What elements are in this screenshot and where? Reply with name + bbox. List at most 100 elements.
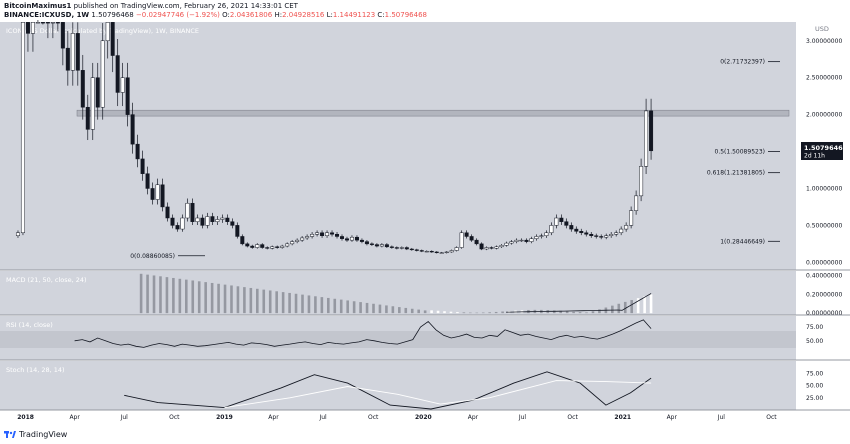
rsi-line-group: 75.00 50.00: [74, 319, 823, 348]
macd-bar: [346, 300, 349, 314]
candle-up: [90, 77, 95, 130]
candle-down: [584, 232, 589, 235]
candle-up: [290, 241, 295, 245]
candle-down: [330, 232, 335, 235]
chart-canvas[interactable]: ICON / US Dollar (calculated by TradingV…: [0, 20, 850, 428]
macd-bar: [591, 311, 595, 314]
candle-down: [150, 188, 155, 200]
candle-up: [529, 238, 534, 242]
candle-up: [120, 77, 125, 93]
macd-bar: [262, 289, 266, 314]
candle-down: [80, 70, 85, 108]
price-tick-label: 0.00000000: [806, 259, 842, 266]
macd-bar: [494, 311, 498, 314]
last-price-value: 1.50796468: [804, 144, 848, 152]
macd-bar: [391, 306, 395, 314]
candle-down: [45, 22, 50, 24]
macd-bar: [268, 290, 272, 314]
time-tick-label: Apr: [268, 414, 279, 421]
macd-bar: [197, 281, 201, 314]
macd-tick-label: 0.20000000: [806, 291, 842, 298]
macd-bar: [191, 280, 195, 314]
macd-bar: [617, 303, 621, 314]
ohlc-legend: BINANCE:ICXUSD, 1W 1.50796468 −0.0294774…: [4, 11, 427, 19]
macd-bar: [165, 277, 169, 314]
macd-bar: [372, 303, 375, 314]
candle-down: [210, 216, 215, 222]
candle-down: [469, 236, 474, 241]
candle-down: [524, 239, 529, 242]
macd-bar: [565, 311, 569, 314]
macd-bar: [469, 312, 472, 314]
candle-up: [215, 219, 220, 222]
candle-down: [464, 232, 469, 237]
candle-down: [165, 206, 170, 219]
candle-up: [519, 239, 524, 242]
candle-up: [459, 232, 464, 248]
candle-down: [275, 246, 280, 248]
macd-bar: [210, 282, 214, 314]
candle-up: [270, 246, 275, 249]
candle-down: [125, 77, 130, 115]
candle-up: [105, 22, 110, 42]
candle-down: [389, 246, 394, 248]
candle-up: [70, 33, 75, 71]
last-price: 1.50796468: [91, 11, 134, 19]
change-value: −0.02947746 (−1.92%): [135, 11, 220, 19]
resistance-zone[interactable]: [76, 109, 790, 117]
candle-up: [155, 184, 160, 200]
macd-bar: [204, 282, 207, 314]
fib-level-label: 1(0.28446649): [720, 238, 765, 245]
candle-down: [564, 221, 569, 226]
macd-bar: [378, 304, 382, 314]
fib-level-label: 0(0.08860085): [130, 253, 175, 260]
time-tick-label: Jul: [120, 414, 129, 421]
candle-down: [230, 221, 235, 226]
candle-down: [409, 248, 414, 251]
candle-down: [344, 238, 349, 241]
candle-up: [514, 239, 519, 242]
candle-down: [359, 239, 364, 242]
macd-tick-label: 0.40000000: [806, 273, 842, 280]
candle-down: [429, 250, 434, 253]
candle-down: [434, 251, 439, 254]
macd-bar: [159, 276, 162, 314]
macd-bar: [184, 279, 188, 314]
macd-bar: [352, 301, 356, 314]
candle-up: [549, 225, 554, 234]
candle-down: [225, 217, 230, 222]
candle-down: [594, 235, 599, 237]
countdown-label: 2d 11h: [804, 153, 825, 160]
candle-up: [604, 235, 609, 238]
stoch-tick-label: 75.00: [806, 370, 823, 377]
candle-down: [394, 247, 399, 249]
candle-down: [140, 158, 145, 174]
stoch-tick-label: 50.00: [806, 383, 823, 390]
tradingview-brand[interactable]: TradingView: [19, 430, 68, 439]
price-tick-label: 3.00000000: [806, 38, 842, 45]
candle-down: [175, 225, 180, 230]
candle-down: [235, 225, 240, 237]
macd-bar: [649, 294, 653, 314]
macd-bar: [449, 311, 453, 314]
candle-down: [95, 77, 100, 108]
candle-down: [75, 33, 80, 71]
macd-bar: [172, 277, 175, 314]
candle-up: [544, 232, 549, 236]
macd-bar: [501, 311, 504, 314]
candle-down: [335, 233, 340, 237]
candle-down: [569, 225, 574, 230]
macd-bar: [559, 310, 563, 314]
low-value: 1.14491123: [332, 11, 376, 19]
macd-tick-label: 0.00000000: [806, 310, 842, 317]
author-name[interactable]: BitcoinMaximus1: [4, 2, 72, 10]
time-tick-label: Jul: [518, 414, 527, 421]
macd-bar: [456, 312, 459, 314]
price-axis-label: USD: [815, 25, 829, 33]
macd-bar: [139, 273, 143, 314]
high-value: 2.04928516: [282, 11, 325, 19]
price-tick-label: 2.50000000: [806, 75, 842, 82]
candle-down: [190, 202, 195, 222]
candle-down: [245, 243, 250, 247]
macd-bar: [178, 278, 182, 314]
